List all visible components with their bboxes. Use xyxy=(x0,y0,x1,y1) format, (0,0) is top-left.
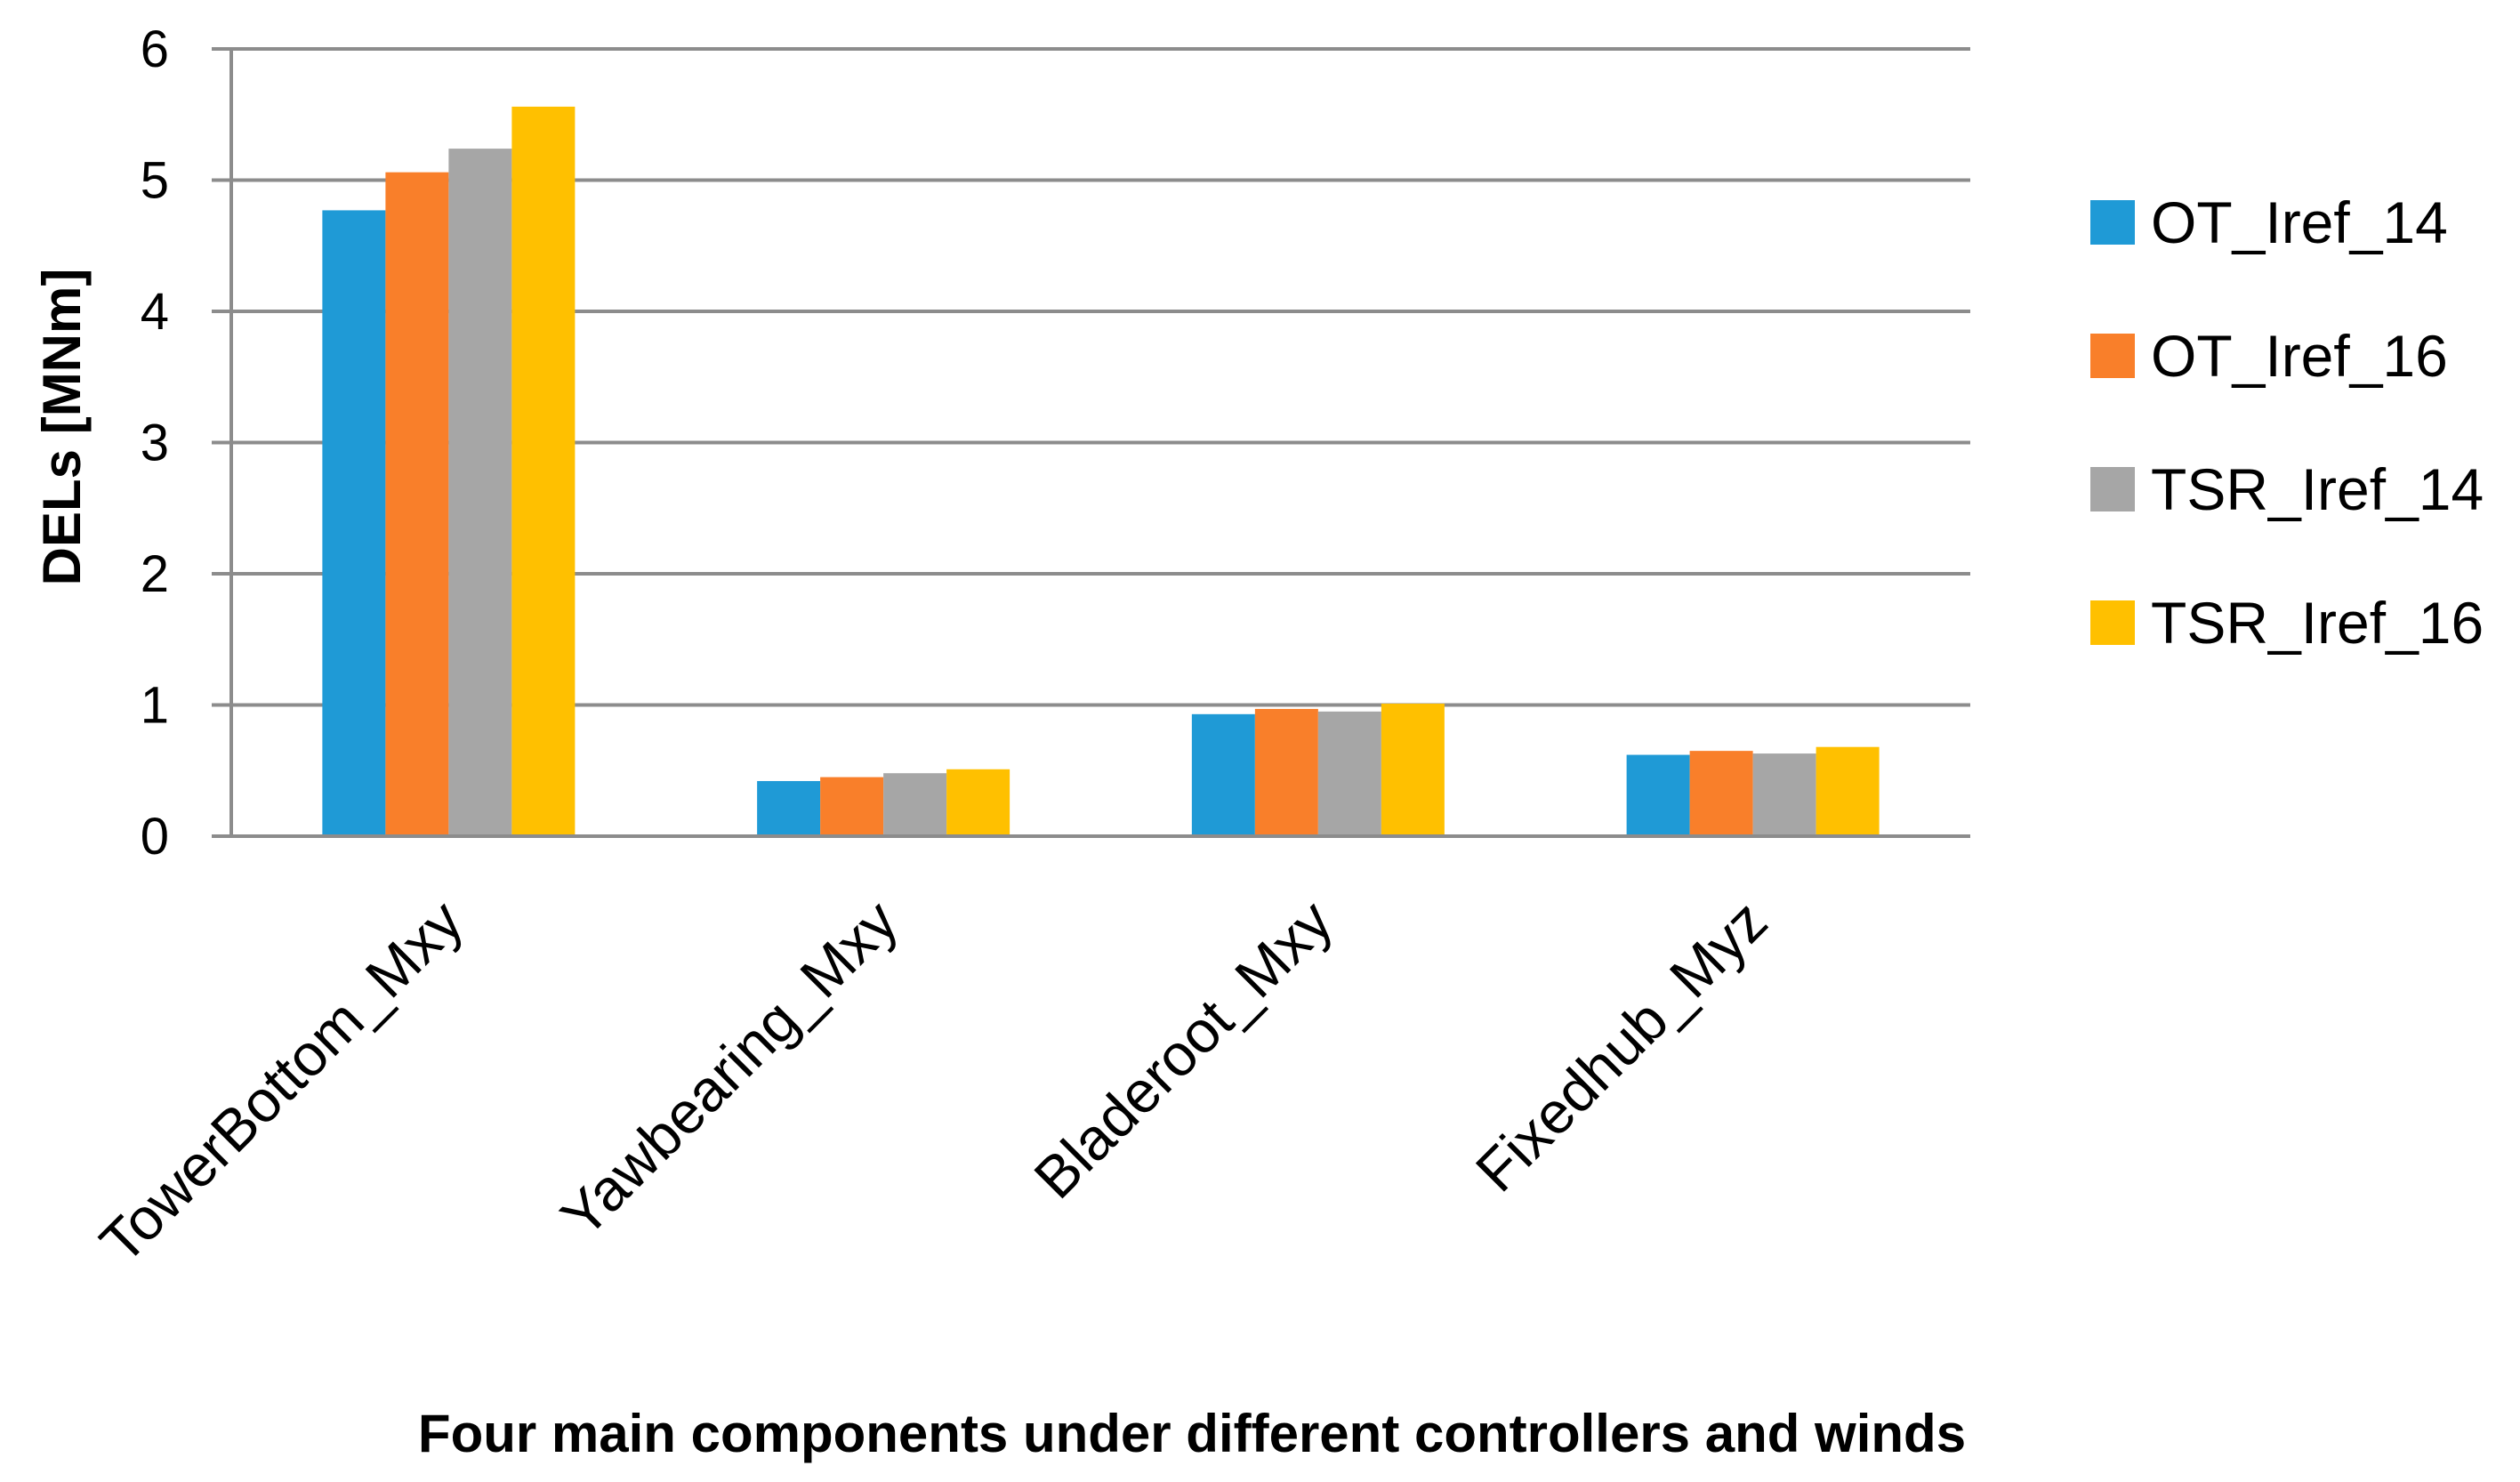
legend-label: OT_Iref_14 xyxy=(2151,189,2448,255)
y-tick-labels: 0 1 2 3 4 5 6 xyxy=(141,20,169,866)
y-tick-label: 3 xyxy=(141,415,169,472)
y-tick-label: 5 xyxy=(141,152,169,210)
bar-OT_Iref_16-TowerBottom_Mxy xyxy=(385,172,449,836)
bar-TSR_Iref_14-Yawbearing_Mxy xyxy=(883,773,947,836)
bar-OT_Iref_14-TowerBottom_Mxy xyxy=(322,210,386,837)
bar-OT_Iref_14-Fixedhub_Myz xyxy=(1626,754,1690,836)
bar-OT_Iref_14-Bladeroot_Mxy xyxy=(1191,713,1255,836)
bar-TSR_Iref_14-Fixedhub_Myz xyxy=(1752,753,1816,836)
x-category-label: TowerBottom_Mxy xyxy=(87,888,475,1276)
legend-label: TSR_Iref_16 xyxy=(2151,590,2484,656)
x-category-labels: TowerBottom_Mxy Yawbearing_Mxy Bladeroot_M… xyxy=(87,888,1779,1276)
legend: OT_Iref_14 OT_Iref_16 TSR_Iref_14 TSR_Iref_… xyxy=(2090,189,2484,656)
bar-TSR_Iref_16-Yawbearing_Mxy xyxy=(946,769,1010,836)
y-tick-label: 1 xyxy=(141,677,169,735)
bar-TSR_Iref_16-Bladeroot_Mxy xyxy=(1381,704,1445,836)
bar-TSR_Iref_14-Bladeroot_Mxy xyxy=(1317,711,1381,836)
bar-OT_Iref_16-Fixedhub_Myz xyxy=(1689,751,1753,836)
bar-TSR_Iref_16-Fixedhub_Myz xyxy=(1816,746,1880,836)
legend-swatch xyxy=(2090,200,2135,245)
x-category-label: Bladeroot_Mxy xyxy=(1021,888,1345,1212)
x-category-label: Fixedhub_Myz xyxy=(1463,888,1780,1204)
axes xyxy=(229,49,1970,838)
legend-swatch xyxy=(2090,600,2135,645)
legend-swatch xyxy=(2090,467,2135,511)
x-category-label: Yawbearing_Mxy xyxy=(548,888,910,1250)
legend-swatch xyxy=(2090,334,2135,378)
bar-OT_Iref_14-Yawbearing_Mxy xyxy=(757,781,821,836)
bars xyxy=(322,106,1880,837)
y-tick-label: 2 xyxy=(141,545,169,603)
y-tick-label: 4 xyxy=(141,283,169,341)
bar-OT_Iref_16-Bladeroot_Mxy xyxy=(1254,708,1318,836)
bar-OT_Iref_16-Yawbearing_Mxy xyxy=(820,777,884,836)
x-axis-title: Four main components under different con… xyxy=(418,1404,1966,1463)
y-tick-label: 6 xyxy=(141,20,169,78)
bar-TSR_Iref_14-TowerBottom_Mxy xyxy=(448,149,512,837)
legend-label: OT_Iref_16 xyxy=(2151,323,2448,389)
y-axis-title: DELs [MNm] xyxy=(32,269,92,586)
y-tick-label: 0 xyxy=(141,808,169,866)
legend-label: TSR_Iref_14 xyxy=(2151,456,2484,522)
bar-TSR_Iref_16-TowerBottom_Mxy xyxy=(511,106,576,836)
